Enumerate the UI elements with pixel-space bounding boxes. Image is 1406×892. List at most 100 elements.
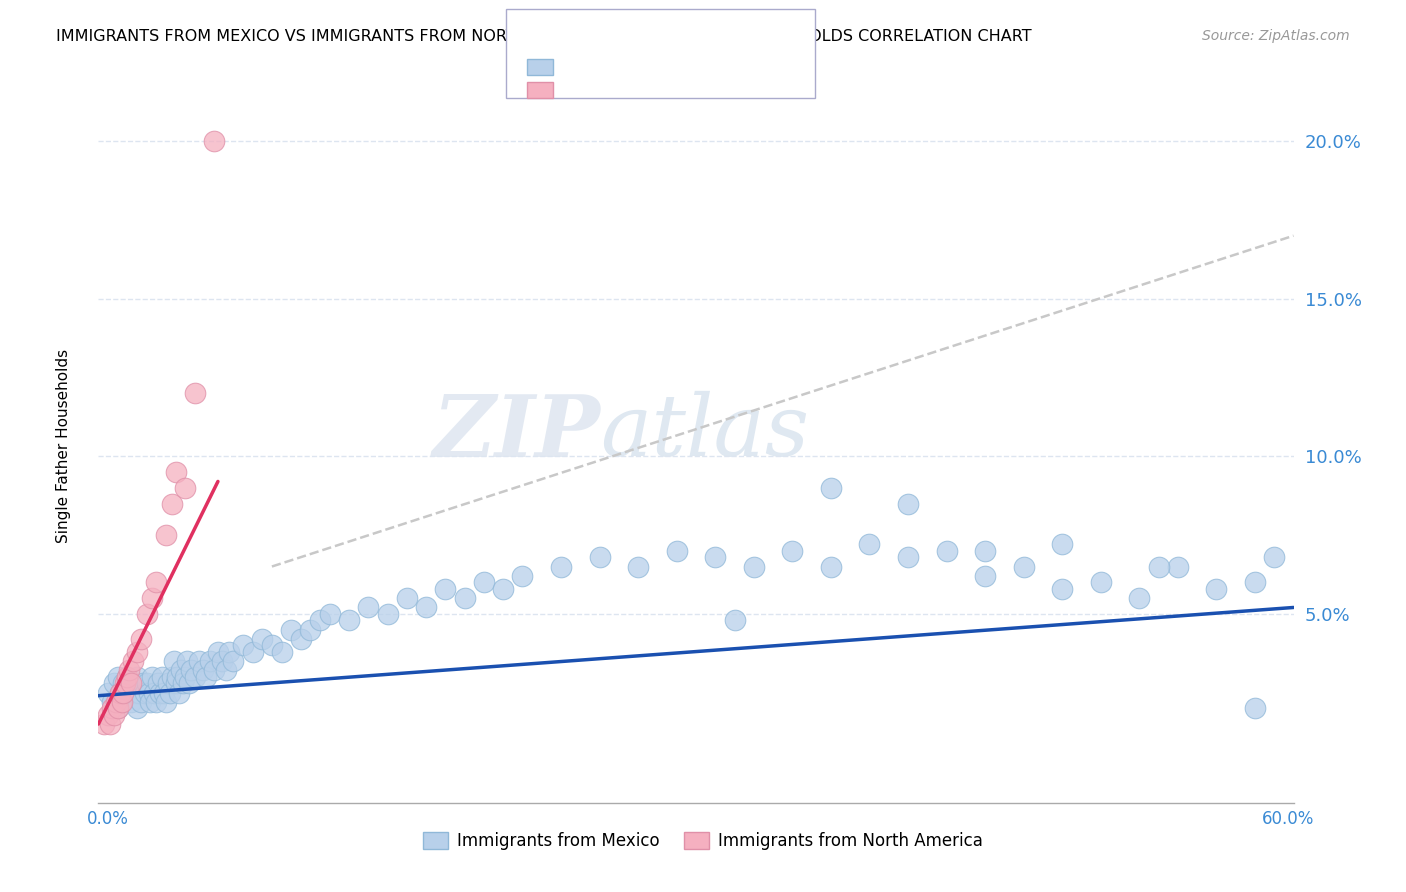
Point: [141, 670, 163, 684]
Point: [270, 644, 292, 658]
Legend: Immigrants from Mexico, Immigrants from North America: Immigrants from Mexico, Immigrants from …: [416, 825, 990, 857]
Point: [214, 664, 236, 678]
Point: [118, 664, 141, 678]
Point: [704, 550, 727, 565]
Point: [118, 685, 141, 699]
Point: [103, 707, 125, 722]
Point: [165, 676, 187, 690]
Point: [319, 607, 342, 621]
Point: [1244, 575, 1267, 590]
Point: [1128, 591, 1150, 605]
Point: [135, 607, 157, 621]
Point: [129, 632, 152, 646]
Point: [166, 670, 188, 684]
Point: [550, 559, 572, 574]
Point: [132, 676, 155, 690]
Point: [97, 685, 120, 699]
Point: [172, 676, 194, 690]
Text: Source: ZipAtlas.com: Source: ZipAtlas.com: [1202, 29, 1350, 43]
Point: [1167, 559, 1189, 574]
Point: [453, 591, 475, 605]
Point: [160, 670, 183, 684]
Point: [184, 386, 207, 401]
Point: [125, 644, 148, 658]
Point: [117, 670, 139, 684]
Point: [742, 559, 765, 574]
Point: [149, 685, 172, 699]
Point: [153, 685, 176, 699]
Point: [242, 644, 264, 658]
Point: [218, 644, 240, 658]
Point: [202, 664, 225, 678]
Point: [897, 550, 920, 565]
Point: [108, 685, 131, 699]
Point: [138, 685, 160, 699]
Point: [1012, 559, 1035, 574]
Point: [820, 559, 842, 574]
Point: [101, 701, 124, 715]
Point: [165, 465, 187, 479]
Point: [782, 543, 804, 558]
Point: [723, 613, 745, 627]
Point: [232, 638, 254, 652]
Point: [858, 537, 880, 551]
Point: [1050, 537, 1073, 551]
Point: [112, 676, 135, 690]
Point: [897, 496, 920, 510]
Point: [148, 676, 170, 690]
Point: [174, 670, 197, 684]
Point: [1263, 550, 1285, 565]
Point: [260, 638, 283, 652]
Point: [492, 582, 515, 596]
Point: [114, 685, 136, 699]
Point: [145, 575, 167, 590]
Point: [176, 654, 198, 668]
Point: [143, 685, 166, 699]
Point: [820, 481, 842, 495]
Point: [395, 591, 418, 605]
Text: R = 0.342   N = 102: R = 0.342 N = 102: [534, 58, 707, 76]
Point: [1050, 582, 1073, 596]
Point: [170, 664, 193, 678]
Point: [200, 654, 222, 668]
Point: [211, 654, 233, 668]
Point: [1244, 701, 1267, 715]
Text: 60.0%: 60.0%: [1263, 810, 1315, 828]
Point: [107, 701, 129, 715]
Point: [155, 695, 177, 709]
Point: [129, 695, 152, 709]
Point: [160, 496, 183, 510]
Point: [98, 717, 121, 731]
Point: [280, 623, 302, 637]
Text: atlas: atlas: [600, 392, 810, 474]
Point: [107, 701, 129, 715]
Point: [974, 569, 997, 583]
Point: [120, 695, 142, 709]
Point: [184, 670, 207, 684]
Text: 0.0%: 0.0%: [87, 810, 129, 828]
Point: [134, 685, 156, 699]
Point: [159, 685, 181, 699]
Point: [141, 591, 163, 605]
Point: [309, 613, 332, 627]
Point: [588, 550, 610, 565]
Point: [117, 670, 139, 684]
Point: [299, 623, 322, 637]
Point: [1205, 582, 1227, 596]
Point: [104, 695, 127, 709]
Point: [512, 569, 534, 583]
Point: [1090, 575, 1112, 590]
Point: [337, 613, 360, 627]
Point: [122, 654, 145, 668]
Text: IMMIGRANTS FROM MEXICO VS IMMIGRANTS FROM NORTH AMERICA SINGLE FATHER HOUSEHOLDS: IMMIGRANTS FROM MEXICO VS IMMIGRANTS FRO…: [56, 29, 1032, 44]
Point: [150, 670, 173, 684]
Point: [1147, 559, 1170, 574]
Point: [156, 676, 179, 690]
Text: ZIP: ZIP: [433, 391, 600, 475]
Point: [125, 670, 148, 684]
Point: [202, 134, 225, 148]
Point: [107, 670, 129, 684]
Point: [162, 654, 184, 668]
Point: [935, 543, 957, 558]
Point: [290, 632, 312, 646]
